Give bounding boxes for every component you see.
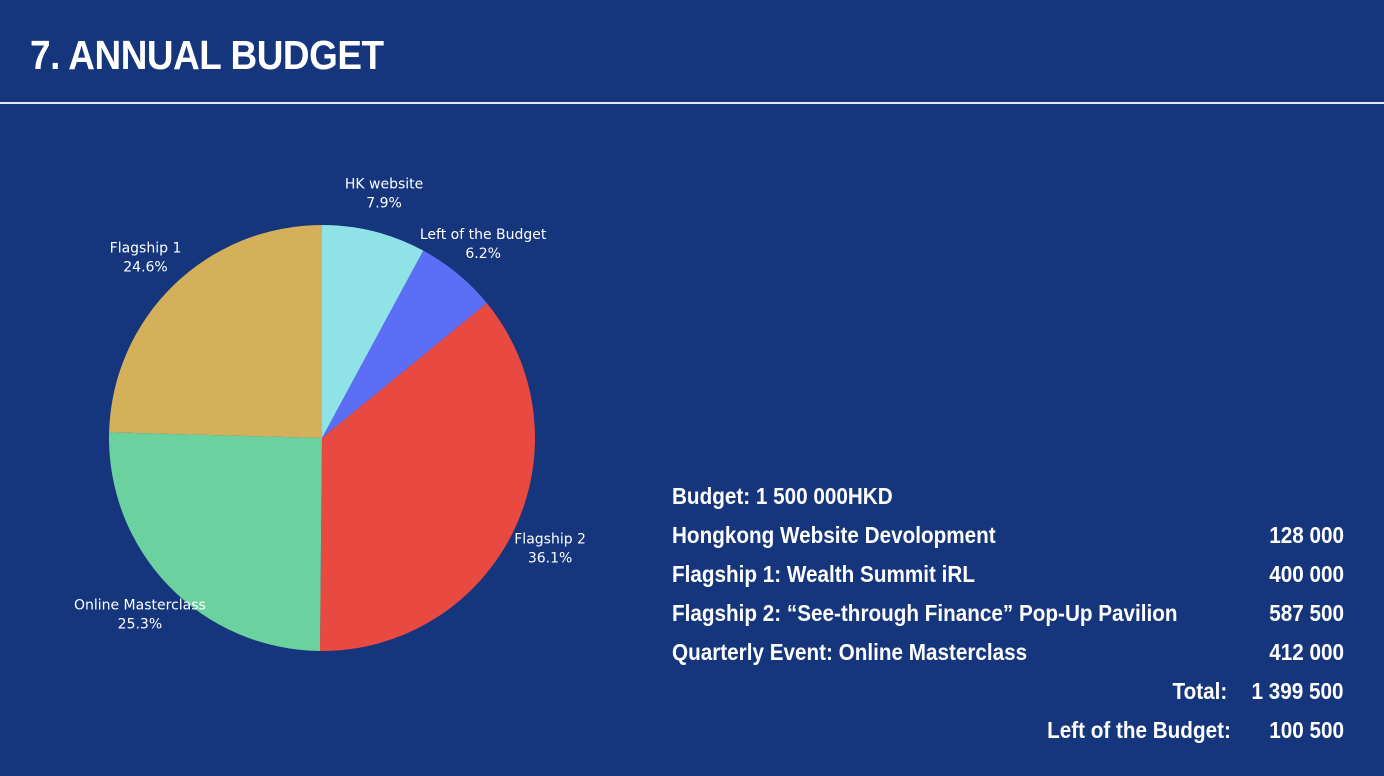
pie-slice-percent: 36.1% [528,550,572,566]
pie-slice-percent: 7.9% [366,196,402,212]
budget-item-amount: 587 500 [1269,600,1344,626]
budget-pie-chart: HK website 7.9% Left of the Budget 6.2% Flag… [74,177,586,651]
pie-slice-label: Flagship 1 [110,241,182,257]
pie-slice-flagship-2 [319,303,535,651]
budget-item-row: Quarterly Event: Online Masterclass 412 … [672,633,1344,672]
pie-slice-left-of-the-budget [322,250,487,438]
pie-slice-label: Online Masterclass [74,598,206,614]
left-of-budget-label: Left of the Budget: [1047,717,1232,743]
pie-slice-percent: 25.3% [118,617,162,633]
budget-item-label: Hongkong Website Devolopment [672,522,996,548]
budget-header-row: Budget: 1 500 000HKD [672,477,1344,516]
budget-breakdown: Budget: 1 500 000HKD Hongkong Website De… [672,477,1344,750]
budget-left-row: Left of the Budget: 100 500 [672,711,1344,750]
budget-item-row: Hongkong Website Devolopment 128 000 [672,516,1344,555]
pie-slice-label: Flagship 2 [514,531,586,547]
budget-item-label: Flagship 1: Wealth Summit iRL [672,561,975,587]
slide-title: 7. ANNUAL BUDGET [30,32,384,78]
budget-item-amount: 128 000 [1269,522,1344,548]
pie-slice-online-masterclass [109,432,322,651]
total-label: Total: [1172,678,1228,704]
budget-item-amount: 400 000 [1269,561,1344,587]
pie-slice-label: Left of the Budget [420,227,547,243]
total-value: 1 399 500 [1251,678,1344,704]
budget-total-header: Budget: 1 500 000HKD [672,483,893,509]
pie-slice-percent: 24.6% [123,260,167,276]
budget-item-amount: 412 000 [1269,639,1344,665]
budget-total-row: Total: 1 399 500 [672,672,1344,711]
budget-item-row: Flagship 1: Wealth Summit iRL 400 000 [672,555,1344,594]
budget-item-row: Flagship 2: “See-through Finance” Pop-Up… [672,594,1344,633]
title-divider [0,102,1384,104]
pie-slice-hk-website [322,225,424,438]
pie-slice-percent: 6.2% [465,246,501,262]
left-of-budget-value: 100 500 [1269,717,1344,743]
budget-item-label: Flagship 2: “See-through Finance” Pop-Up… [672,600,1178,626]
pie-slice-flagship-1 [109,225,322,438]
pie-slice-label: HK website [345,177,423,193]
budget-item-label: Quarterly Event: Online Masterclass [672,639,1028,665]
